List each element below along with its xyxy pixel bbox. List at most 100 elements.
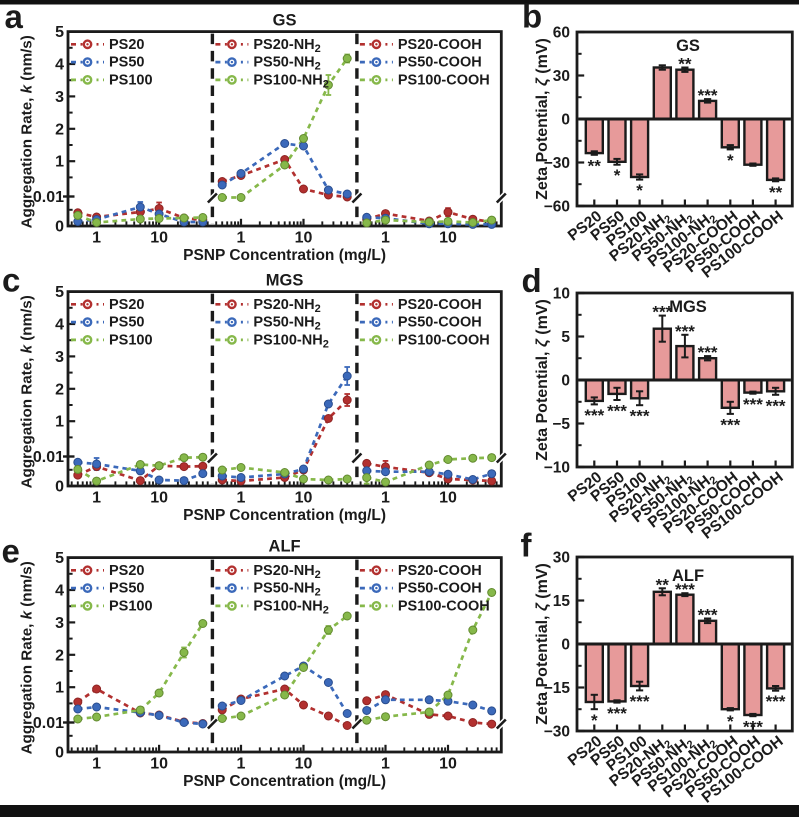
svg-text:PS50: PS50: [109, 55, 144, 71]
svg-text:10: 10: [150, 230, 168, 247]
svg-text:0: 0: [55, 745, 64, 762]
svg-text:1: 1: [55, 154, 64, 171]
svg-text:ALF: ALF: [672, 567, 704, 585]
svg-text:1: 1: [92, 756, 101, 773]
svg-text:0.01: 0.01: [33, 189, 64, 206]
svg-text:PS100: PS100: [109, 332, 153, 348]
svg-text:Aggregation Rate, k (nm/s): Aggregation Rate, k (nm/s): [19, 561, 36, 754]
svg-text:5: 5: [55, 284, 64, 301]
svg-text:**: **: [769, 183, 783, 202]
svg-text:PS50-COOH: PS50-COOH: [398, 581, 482, 597]
svg-text:b: b: [522, 0, 542, 35]
svg-text:**: **: [656, 575, 670, 594]
svg-text:1: 1: [55, 680, 64, 697]
svg-text:10: 10: [150, 756, 168, 773]
svg-text:2: 2: [55, 121, 64, 138]
svg-text:0: 0: [55, 479, 64, 496]
svg-text:4: 4: [55, 317, 64, 334]
svg-text:PS20-COOH: PS20-COOH: [398, 297, 482, 313]
svg-text:PS50-NH2: PS50-NH2: [253, 55, 320, 73]
svg-text:PS50: PS50: [109, 315, 144, 331]
svg-text:10: 10: [295, 490, 313, 507]
svg-text:*: *: [727, 712, 734, 731]
svg-text:***: ***: [698, 606, 718, 625]
svg-text:2: 2: [55, 381, 64, 398]
svg-text:Zeta Potential, ζ (mV): Zeta Potential, ζ (mV): [534, 299, 551, 461]
svg-text:MGS: MGS: [266, 272, 304, 290]
svg-text:10: 10: [553, 286, 570, 303]
svg-text:***: ***: [652, 303, 672, 322]
svg-text:−10: −10: [544, 460, 570, 477]
svg-text:***: ***: [675, 580, 695, 599]
svg-text:***: ***: [607, 402, 627, 421]
svg-text:0: 0: [561, 373, 570, 390]
svg-text:***: ***: [630, 692, 650, 711]
svg-text:30: 30: [553, 68, 570, 85]
svg-text:10: 10: [439, 756, 457, 773]
svg-text:c: c: [2, 262, 20, 299]
svg-text:GS: GS: [676, 37, 700, 55]
svg-text:0.01: 0.01: [33, 715, 64, 732]
svg-text:1: 1: [381, 756, 390, 773]
svg-text:10: 10: [295, 756, 313, 773]
svg-text:PS50-COOH: PS50-COOH: [398, 315, 482, 331]
svg-text:PS100-NH2: PS100-NH2: [253, 332, 328, 350]
svg-text:5: 5: [55, 24, 64, 41]
svg-text:PSNP Concentration (mg/L): PSNP Concentration (mg/L): [183, 507, 386, 524]
svg-text:**: **: [588, 156, 602, 175]
svg-text:1: 1: [381, 490, 390, 507]
svg-text:PS100: PS100: [109, 598, 153, 614]
svg-text:***: ***: [630, 407, 650, 426]
svg-text:5: 5: [561, 329, 570, 346]
svg-text:3: 3: [55, 89, 64, 106]
svg-text:Aggregation Rate, k (nm/s): Aggregation Rate, k (nm/s): [19, 35, 36, 228]
svg-text:0: 0: [55, 219, 64, 236]
svg-text:5: 5: [55, 550, 64, 567]
svg-text:PS20: PS20: [109, 563, 144, 579]
svg-text:PS20-COOH: PS20-COOH: [398, 563, 482, 579]
svg-text:10: 10: [295, 230, 313, 247]
svg-text:−30: −30: [544, 155, 570, 172]
svg-text:*: *: [591, 711, 598, 730]
svg-text:***: ***: [584, 406, 604, 425]
svg-text:PSNP Concentration (mg/L): PSNP Concentration (mg/L): [183, 247, 386, 264]
svg-text:4: 4: [55, 57, 64, 74]
svg-text:Zeta Potential, ζ (mV): Zeta Potential, ζ (mV): [534, 38, 551, 200]
svg-text:PS50: PS50: [109, 581, 144, 597]
svg-text:PS100-COOH: PS100-COOH: [398, 332, 490, 348]
svg-text:−60: −60: [544, 199, 570, 216]
svg-text:10: 10: [439, 490, 457, 507]
svg-text:MGS: MGS: [669, 298, 707, 316]
svg-text:−15: −15: [544, 680, 571, 697]
svg-text:a: a: [5, 0, 24, 35]
svg-text:1: 1: [237, 490, 246, 507]
svg-text:−5: −5: [552, 416, 570, 433]
svg-text:*: *: [727, 151, 734, 170]
svg-text:Aggregation Rate, k (nm/s): Aggregation Rate, k (nm/s): [19, 295, 36, 488]
svg-text:d: d: [522, 262, 542, 299]
svg-text:***: ***: [743, 718, 763, 737]
svg-text:e: e: [2, 532, 20, 569]
svg-text:PS100-NH2: PS100-NH2: [253, 598, 328, 616]
svg-text:1: 1: [381, 230, 390, 247]
svg-text:**: **: [678, 55, 692, 74]
svg-text:***: ***: [698, 343, 718, 362]
svg-text:***: ***: [766, 692, 786, 711]
svg-text:***: ***: [607, 704, 627, 723]
svg-text:0: 0: [561, 112, 570, 129]
svg-text:***: ***: [743, 395, 763, 414]
svg-text:10: 10: [150, 490, 168, 507]
svg-text:PS20: PS20: [109, 297, 144, 313]
svg-text:GS: GS: [273, 12, 297, 30]
svg-text:PS100: PS100: [109, 72, 153, 88]
svg-text:PS20-NH2: PS20-NH2: [253, 563, 320, 581]
svg-text:3: 3: [55, 615, 64, 632]
svg-text:PS100-COOH: PS100-COOH: [398, 598, 490, 614]
svg-text:0.01: 0.01: [33, 449, 64, 466]
svg-text:4: 4: [55, 583, 64, 600]
svg-text:***: ***: [698, 86, 718, 105]
svg-text:1: 1: [92, 230, 101, 247]
svg-text:PS100-COOH: PS100-COOH: [398, 72, 490, 88]
svg-text:PS20-COOH: PS20-COOH: [398, 37, 482, 53]
svg-text:10: 10: [439, 230, 457, 247]
